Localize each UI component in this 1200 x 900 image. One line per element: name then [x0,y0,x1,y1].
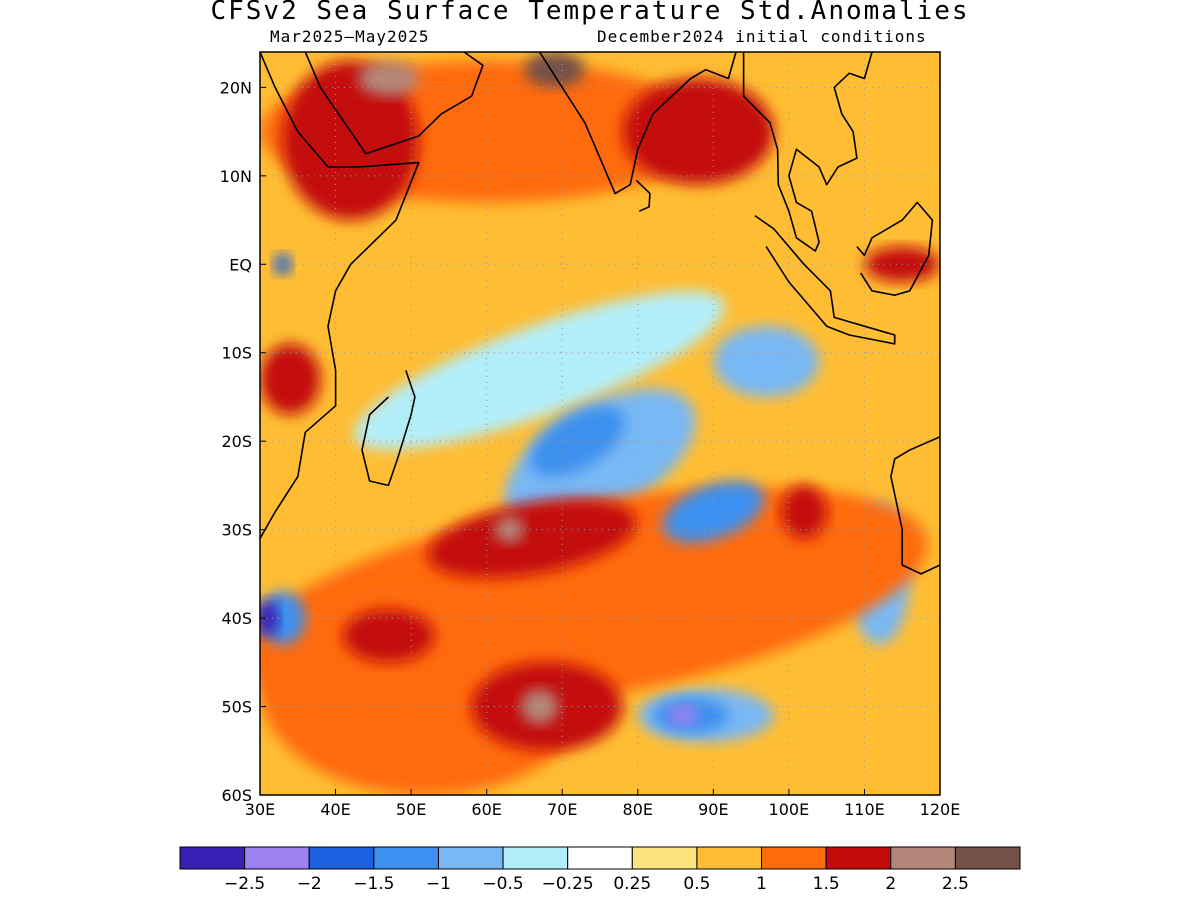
anomaly-region [622,78,774,185]
anomaly-region [282,60,419,221]
lat-tick-label: 60S [221,786,252,805]
colorbar-label: −1.5 [353,874,394,894]
coastline-arabia [304,52,484,155]
colorbar-swatch [179,846,246,870]
colorbar-label: −2.5 [224,874,265,894]
colorbar-label: 0.25 [613,874,651,894]
lat-tick-label: 20S [221,432,252,451]
lat-tick-label: 10N [220,167,252,186]
valid-period-label: Mar2025–May2025 [270,27,430,46]
colorbar-swatch [761,846,827,870]
coastline-sumatra-java [754,214,896,345]
lat-tick-label: 50S [221,698,252,717]
colorbar-swatch [308,846,375,870]
colorbar-swatch [502,846,569,870]
anomaly-region [504,388,696,529]
anomaly-region [354,291,725,450]
colorbar-swatch [890,846,956,870]
anomaly-region [781,485,827,539]
anomaly-region [494,516,525,543]
lat-tick-label: 10S [221,344,252,363]
lon-tick-label: 40E [320,800,350,819]
colorbar-swatch [696,846,763,870]
anomaly-region [662,481,764,543]
coastline-india [538,52,737,195]
colorbar-label: 0.5 [683,874,710,894]
anomaly-region [668,704,699,727]
anomaly-region [427,499,637,578]
anomaly-region [529,406,626,477]
colorbar-label: −2 [297,874,322,894]
anomaly-region [260,600,279,636]
anomaly-region [260,343,321,415]
coastline-southeast-asia [742,52,873,252]
lon-tick-label: 100E [769,800,810,819]
colorbar-label: −0.5 [482,874,523,894]
coastline-africa [260,52,420,539]
colorbar-swatch [437,846,504,870]
lon-tick-label: 90E [698,800,728,819]
anomaly-region [520,688,559,725]
lon-tick-label: 30E [245,800,275,819]
chart-title: CFSv2 Sea Surface Temperature Std.Anomal… [210,0,970,26]
lon-tick-label: 50E [396,800,426,819]
colorbar-swatch [567,846,633,870]
colorbar-swatch [825,846,892,870]
lat-tick-label: 30S [221,521,252,540]
colorbar-swatch [244,846,310,870]
lon-tick-label: 110E [844,800,885,819]
lat-tick-label: EQ [229,255,252,274]
lat-tick-label: 40S [221,609,252,628]
plot-frame [259,51,941,796]
lon-tick-label: 120E [920,800,961,819]
lon-tick-label: 70E [547,800,577,819]
colorbar-label: 1.5 [813,874,840,894]
coastline-madagascar [361,370,416,487]
coastline-australia [890,436,940,575]
colorbar-label: −0.25 [542,874,594,894]
anomaly-region [713,326,820,397]
anomaly-region [273,253,292,275]
colorbar-label: 2 [885,874,896,894]
colorbar-swatch [373,846,439,870]
colorbar-label: −1 [426,874,451,894]
colorbar: −2.5 −2 −1.5 −1 −0.5 −0.25 0.25 0.5 1 1.5 2 2.5 [179,846,1021,894]
coastline-sri-lanka [635,179,651,212]
colorbar-swatch [631,846,698,870]
colorbar-label: 2.5 [942,874,969,894]
lon-tick-label: 60E [471,800,501,819]
anomaly-region [358,60,419,97]
lat-tick-label: 20N [220,78,252,97]
anomaly-region [524,52,585,88]
lon-tick-label: 80E [623,800,653,819]
initial-conditions-label: December2024 initial conditions [597,27,927,46]
anomaly-region [343,609,434,663]
colorbar-swatch [954,846,1021,870]
coastline-borneo [856,201,934,297]
colorbar-label: 1 [756,874,767,894]
